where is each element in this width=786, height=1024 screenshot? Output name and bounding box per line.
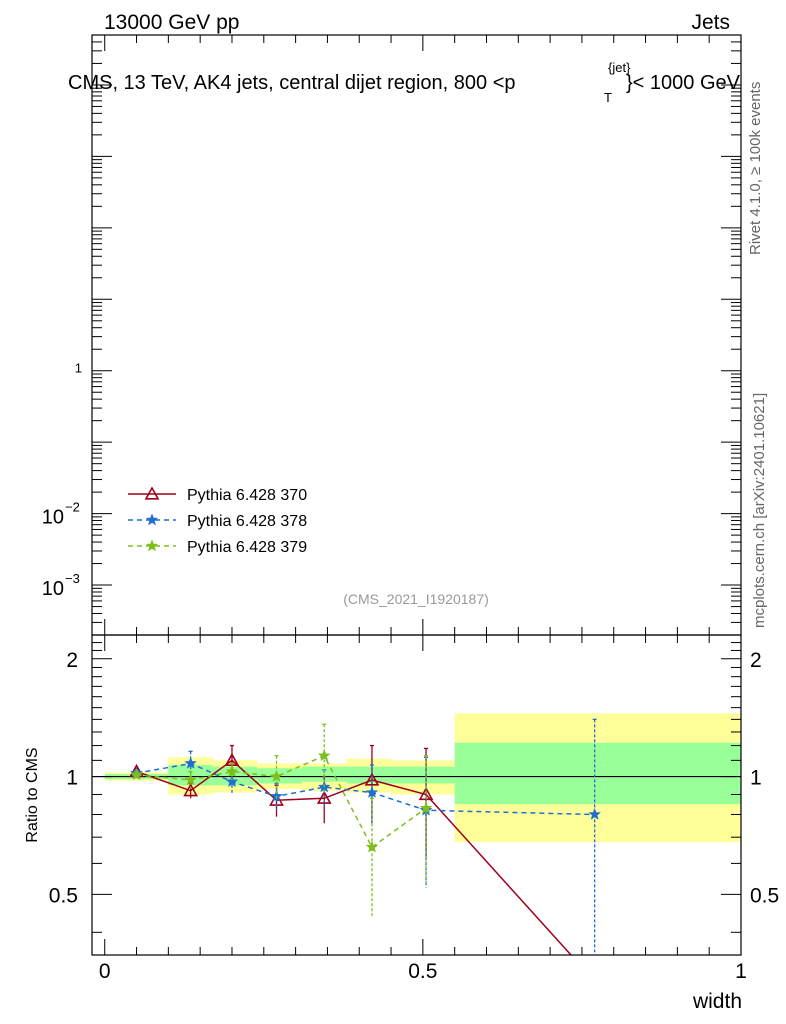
ratio-ytick-label-right: 1	[750, 767, 762, 790]
star-marker	[317, 749, 331, 762]
ratio-frame	[91, 634, 742, 956]
title-sup: {jet}	[608, 60, 631, 75]
main-ytick-labels: 110−210−3	[42, 361, 82, 600]
xtick-label: 0	[99, 960, 111, 983]
ratio-ytick-label-right: 2	[750, 649, 762, 672]
x-axis-label: width	[692, 990, 742, 1013]
inner-band	[454, 742, 741, 805]
legend-entry: Pythia 6.428 370	[128, 486, 307, 504]
title-tail: }< 1000 GeV	[626, 72, 741, 94]
legend-entry: Pythia 6.428 379	[128, 539, 307, 556]
ratio-ytick-label-left: 2	[66, 649, 78, 672]
star-marker	[145, 513, 159, 526]
header-left: 13000 GeV pp	[104, 11, 239, 34]
star-marker	[419, 801, 433, 814]
ratio-ytick-label-left: 1	[66, 767, 78, 790]
series-line	[136, 762, 595, 816]
legend: Pythia 6.428 370 Pythia 6.428 378 Pythia 6…	[128, 486, 307, 556]
main-panel: 110−210−3 (CMS_2021_I1920187) Pythia 6.4…	[42, 34, 742, 636]
triangle-marker	[316, 790, 332, 804]
ytick-base: 10	[42, 507, 64, 529]
main-ytick-label: 10 −2	[42, 500, 80, 529]
ratio-panel: 0.5 0.5 1 1 2 2 0 0.5 1 Ratio to CMS width	[24, 634, 779, 1013]
star-marker	[184, 756, 197, 769]
title-sub: T	[604, 90, 612, 105]
header-right: Jets	[691, 11, 730, 34]
star-marker	[225, 774, 239, 788]
mcplots-label: mcplots.cern.ch [arXiv:2401.10621]	[751, 393, 768, 628]
star-marker	[365, 785, 379, 798]
xtick-label: 1	[735, 960, 747, 983]
main-ytick-label: 1	[75, 361, 82, 376]
ytick-base: 10	[42, 578, 64, 600]
ytick-base: 1	[75, 361, 82, 376]
series-line	[136, 759, 572, 956]
triangle-marker	[364, 772, 380, 786]
ratio-series	[129, 718, 602, 956]
title-main: CMS, 13 TeV, AK4 jets, central dijet reg…	[68, 72, 516, 94]
ratio-ylabel: Ratio to CMS	[24, 747, 41, 842]
ratio-axis-ticks	[92, 634, 742, 955]
main-axis-ticks	[92, 34, 742, 636]
star-marker	[225, 764, 239, 777]
main-ytick-label: 10 −3	[42, 571, 80, 600]
analysis-watermark: (CMS_2021_I1920187)	[343, 591, 489, 607]
xtick-label: 0.5	[408, 960, 437, 983]
ratio-ytick-label-right: 0.5	[750, 884, 779, 907]
rivet-label: Rivet 4.1.0, ≥ 100k events	[747, 82, 764, 255]
legend-label: Pythia 6.428 379	[187, 539, 307, 556]
triangle-marker	[144, 486, 160, 500]
star-marker	[130, 768, 143, 781]
legend-entry: Pythia 6.428 378	[128, 513, 307, 530]
legend-label: Pythia 6.428 378	[187, 513, 307, 530]
ratio-ytick-label-left: 0.5	[49, 884, 78, 907]
ytick-exponent: −3	[65, 571, 80, 586]
star-marker	[184, 773, 197, 786]
star-marker	[365, 840, 379, 853]
legend-label: Pythia 6.428 370	[187, 487, 307, 504]
ytick-exponent: −2	[65, 500, 80, 515]
triangle-marker	[183, 783, 198, 797]
series-pythia-6-428-379	[130, 723, 433, 917]
inner-band	[346, 766, 392, 784]
inner-band	[391, 766, 455, 784]
star-marker	[145, 539, 159, 552]
ratio-tick-labels: 0.5 0.5 1 1 2 2 0 0.5 1	[49, 649, 779, 983]
star-marker	[270, 769, 283, 782]
plot-title: CMS, 13 TeV, AK4 jets, central dijet reg…	[68, 60, 741, 105]
star-marker	[588, 807, 602, 820]
